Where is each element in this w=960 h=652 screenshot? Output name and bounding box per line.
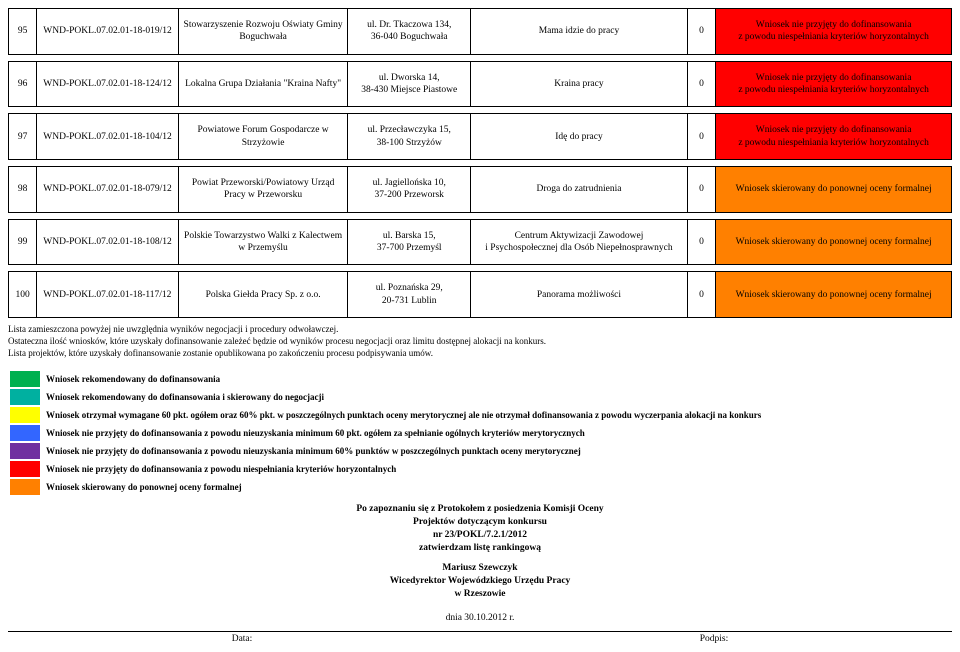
- cell: Kraina pracy: [471, 61, 688, 107]
- note-line: Ostateczna ilość wniosków, które uzyskał…: [8, 336, 952, 348]
- cell: Polskie Towarzystwo Walki z Kalectwem w …: [178, 219, 348, 265]
- legend-row: Wniosek rekomendowany do dofinansowania …: [10, 389, 765, 405]
- cell: 0: [687, 219, 715, 265]
- cell: Lokalna Grupa Działania "Kraina Nafty": [178, 61, 348, 107]
- table-container: 95WND-POKL.07.02.01-18-019/12Stowarzysze…: [8, 8, 952, 318]
- legend-swatch: [10, 371, 40, 387]
- legend-text: Wniosek nie przyjęty do dofinansowania z…: [42, 425, 765, 441]
- table-row: 98WND-POKL.07.02.01-18-079/12Powiat Prze…: [8, 166, 952, 213]
- cell: 99: [9, 219, 37, 265]
- footer-line: Projektów dotyczącym konkursu: [8, 516, 952, 529]
- cell: Wniosek skierowany do ponownej oceny for…: [716, 219, 952, 265]
- table-row: 99WND-POKL.07.02.01-18-108/12Polskie Tow…: [8, 219, 952, 266]
- cell: 0: [687, 167, 715, 213]
- table-row: 100WND-POKL.07.02.01-18-117/12Polska Gie…: [8, 271, 952, 318]
- legend-row: Wniosek skierowany do ponownej oceny for…: [10, 479, 765, 495]
- cell: Panorama możliwości: [471, 272, 688, 318]
- legend-swatch: [10, 443, 40, 459]
- legend-text: Wniosek nie przyjęty do dofinansowania z…: [42, 461, 765, 477]
- cell: 0: [687, 114, 715, 160]
- footer-line: zatwierdzam listę rankingową: [8, 542, 952, 555]
- legend-row: Wniosek nie przyjęty do dofinansowania z…: [10, 425, 765, 441]
- cell: ul. Dworska 14,38-430 Miejsce Piastowe: [348, 61, 471, 107]
- legend-swatch: [10, 425, 40, 441]
- cell: WND-POKL.07.02.01-18-079/12: [37, 167, 178, 213]
- cell: 97: [9, 114, 37, 160]
- cell: 98: [9, 167, 37, 213]
- cell: ul. Przecławczyka 15,38-100 Strzyżów: [348, 114, 471, 160]
- legend-text: Wniosek rekomendowany do dofinansowania: [42, 371, 765, 387]
- cell: WND-POKL.07.02.01-18-108/12: [37, 219, 178, 265]
- legend-swatch: [10, 461, 40, 477]
- cell: WND-POKL.07.02.01-18-117/12: [37, 272, 178, 318]
- footer-line: nr 23/POKL/7.2.1/2012: [8, 529, 952, 542]
- cell: Wniosek nie przyjęty do dofinansowaniaz …: [716, 114, 952, 160]
- signer-place: w Rzeszowie: [8, 588, 952, 601]
- cell: Wniosek skierowany do ponownej oceny for…: [716, 167, 952, 213]
- cell: Powiatowe Forum Gospodarcze w Strzyżowie: [178, 114, 348, 160]
- cell: 95: [9, 9, 37, 55]
- legend-text: Wniosek otrzymał wymagane 60 pkt. ogółem…: [42, 407, 765, 423]
- legend-table: Wniosek rekomendowany do dofinansowania W…: [8, 369, 767, 497]
- signature-label: Podpis:: [700, 634, 729, 644]
- legend-swatch: [10, 479, 40, 495]
- cell: 0: [687, 61, 715, 107]
- legend-text: Wniosek nie przyjęty do dofinansowania z…: [42, 443, 765, 459]
- legend-swatch: [10, 407, 40, 423]
- legend-text: Wniosek skierowany do ponownej oceny for…: [42, 479, 765, 495]
- cell: 0: [687, 9, 715, 55]
- cell: Stowarzyszenie Rozwoju Oświaty Gminy Bog…: [178, 9, 348, 55]
- note-line: Lista projektów, które uzyskały dofinans…: [8, 348, 952, 360]
- date-line: dnia 30.10.2012 r.: [8, 613, 952, 623]
- cell: Wniosek nie przyjęty do dofinansowaniaz …: [716, 9, 952, 55]
- cell: WND-POKL.07.02.01-18-124/12: [37, 61, 178, 107]
- cell: Wniosek nie przyjęty do dofinansowaniaz …: [716, 61, 952, 107]
- legend-row: Wniosek rekomendowany do dofinansowania: [10, 371, 765, 387]
- approval-block: Po zapoznaniu się z Protokołem z posiedz…: [8, 503, 952, 601]
- cell: ul. Jagiellońska 10,37-200 Przeworsk: [348, 167, 471, 213]
- notes-block: Lista zamieszczona powyżej nie uwzględni…: [8, 324, 952, 359]
- cell: 96: [9, 61, 37, 107]
- cell: Polska Giełda Pracy Sp. z o.o.: [178, 272, 348, 318]
- table-row: 97WND-POKL.07.02.01-18-104/12Powiatowe F…: [8, 113, 952, 160]
- date-label: Data:: [232, 634, 253, 644]
- signer-name: Mariusz Szewczyk: [8, 562, 952, 575]
- legend-row: Wniosek nie przyjęty do dofinansowania z…: [10, 443, 765, 459]
- cell: Idę do pracy: [471, 114, 688, 160]
- cell: Mama idzie do pracy: [471, 9, 688, 55]
- cell: ul. Dr. Tkaczowa 134,36-040 Boguchwała: [348, 9, 471, 55]
- cell: Droga do zatrudnienia: [471, 167, 688, 213]
- cell: 100: [9, 272, 37, 318]
- cell: WND-POKL.07.02.01-18-104/12: [37, 114, 178, 160]
- cell: Wniosek skierowany do ponownej oceny for…: [716, 272, 952, 318]
- table-row: 95WND-POKL.07.02.01-18-019/12Stowarzysze…: [8, 8, 952, 55]
- cell: ul. Barska 15,37-700 Przemyśl: [348, 219, 471, 265]
- note-line: Lista zamieszczona powyżej nie uwzględni…: [8, 324, 952, 336]
- cell: WND-POKL.07.02.01-18-019/12: [37, 9, 178, 55]
- footer-line: Po zapoznaniu się z Protokołem z posiedz…: [8, 503, 952, 516]
- legend-text: Wniosek rekomendowany do dofinansowania …: [42, 389, 765, 405]
- table-row: 96WND-POKL.07.02.01-18-124/12Lokalna Gru…: [8, 61, 952, 108]
- cell: Centrum Aktywizacji Zawodoweji Psychospo…: [471, 219, 688, 265]
- cell: Powiat Przeworski/Powiatowy Urząd Pracy …: [178, 167, 348, 213]
- cell: ul. Poznańska 29,20-731 Lublin: [348, 272, 471, 318]
- cell: 0: [687, 272, 715, 318]
- signature-row: Data: Podpis:: [8, 631, 952, 644]
- legend-swatch: [10, 389, 40, 405]
- legend-row: Wniosek nie przyjęty do dofinansowania z…: [10, 461, 765, 477]
- legend-row: Wniosek otrzymał wymagane 60 pkt. ogółem…: [10, 407, 765, 423]
- signer-role: Wicedyrektor Wojewódzkiego Urzędu Pracy: [8, 575, 952, 588]
